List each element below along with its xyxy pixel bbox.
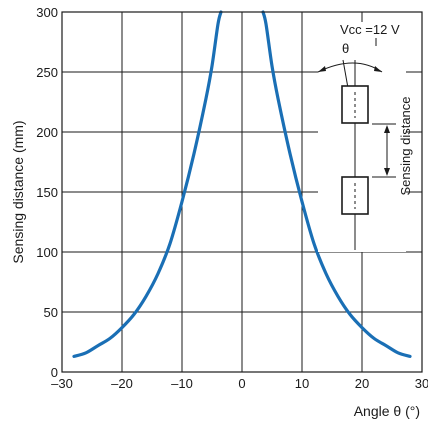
plot-frame xyxy=(61,11,423,373)
angle-arc-arrow-left xyxy=(318,66,326,72)
x-tick-label: –30 xyxy=(51,376,73,391)
y-tick-label: 300 xyxy=(36,5,58,20)
inset-background xyxy=(318,22,406,252)
x-tick-labels: –30 –20 –10 0 10 20 30 xyxy=(51,376,428,391)
curve-right-branch xyxy=(261,10,412,358)
sensing-distance-label: Sensing distance xyxy=(398,96,413,195)
y-axis-label: Sensing distance (mm) xyxy=(10,120,26,263)
dimension-arrow-bottom xyxy=(384,168,390,176)
x-tick-label: 20 xyxy=(355,376,369,391)
y-tick-label: 150 xyxy=(36,185,58,200)
x-tick-label: –20 xyxy=(111,376,133,391)
y-tick-labels: 0 50 100 150 200 250 300 xyxy=(36,5,58,380)
x-tick-label: 10 xyxy=(295,376,309,391)
x-tick-label: –10 xyxy=(171,376,193,391)
y-tick-label: 100 xyxy=(36,245,58,260)
x-axis-label: Angle θ (°) xyxy=(354,403,420,419)
y-tick-label: 0 xyxy=(51,365,58,380)
x-tick-label: 30 xyxy=(415,376,428,391)
vcc-label: Vcc =12 V xyxy=(340,22,400,37)
angle-ray xyxy=(342,59,349,89)
dimension-arrow-top xyxy=(384,125,390,133)
y-tick-label: 200 xyxy=(36,125,58,140)
curve-layer xyxy=(72,10,412,358)
angle-arc-arrow-right xyxy=(374,66,382,72)
y-tick-label: 50 xyxy=(44,305,58,320)
x-tick-label: 0 xyxy=(238,376,245,391)
sensor-diagram: Vcc =12 V θ Sensing distance xyxy=(317,22,413,252)
curve-left-branch xyxy=(72,10,223,358)
y-tick-label: 250 xyxy=(36,65,58,80)
theta-label: θ xyxy=(342,41,349,56)
